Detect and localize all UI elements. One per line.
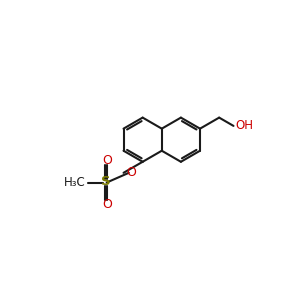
Text: S: S <box>101 176 111 188</box>
Text: OH: OH <box>236 119 253 132</box>
Text: H₃C: H₃C <box>64 176 86 189</box>
Text: O: O <box>127 166 136 179</box>
Text: O: O <box>102 154 112 167</box>
Text: O: O <box>102 198 112 211</box>
